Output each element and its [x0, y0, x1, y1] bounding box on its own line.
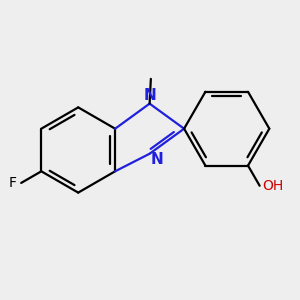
- Text: N: N: [143, 88, 156, 104]
- Text: F: F: [8, 176, 16, 190]
- Text: N: N: [151, 152, 164, 167]
- Text: OH: OH: [263, 179, 284, 193]
